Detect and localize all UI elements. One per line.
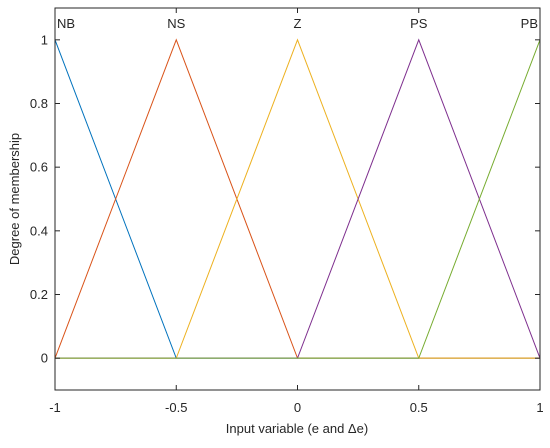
mf-label-ns: NS bbox=[167, 16, 185, 31]
x-tick-label: 0.5 bbox=[410, 400, 428, 415]
x-tick-label: -1 bbox=[49, 400, 61, 415]
plot-area bbox=[55, 8, 540, 390]
x-tick-label: -0.5 bbox=[165, 400, 187, 415]
mf-label-pb: PB bbox=[521, 16, 538, 31]
mf-label-ps: PS bbox=[410, 16, 428, 31]
mf-label-nb: NB bbox=[57, 16, 75, 31]
y-tick-label: 0 bbox=[41, 351, 48, 366]
x-tick-label: 1 bbox=[536, 400, 543, 415]
series-line-pb bbox=[55, 39, 541, 359]
y-tick-label: 1 bbox=[41, 32, 48, 47]
mf-labels: NB NS Z PS PB bbox=[57, 16, 538, 31]
y-axis-label: Degree of membership bbox=[7, 133, 22, 265]
mf-label-z: Z bbox=[294, 16, 302, 31]
y-tick-label: 0.8 bbox=[30, 96, 48, 111]
series-layer bbox=[54, 38, 541, 359]
y-tick-label: 0.2 bbox=[30, 287, 48, 302]
y-tick-label: 0.4 bbox=[30, 223, 48, 238]
axis-ticks: -1 -0.5 0 0.5 1 0 0.2 0.4 0.6 0.8 1 bbox=[30, 8, 544, 415]
y-tick-label: 0.6 bbox=[30, 160, 48, 175]
x-tick-label: 0 bbox=[294, 400, 301, 415]
x-axis-label: Input variable (e and Δe) bbox=[226, 421, 368, 436]
